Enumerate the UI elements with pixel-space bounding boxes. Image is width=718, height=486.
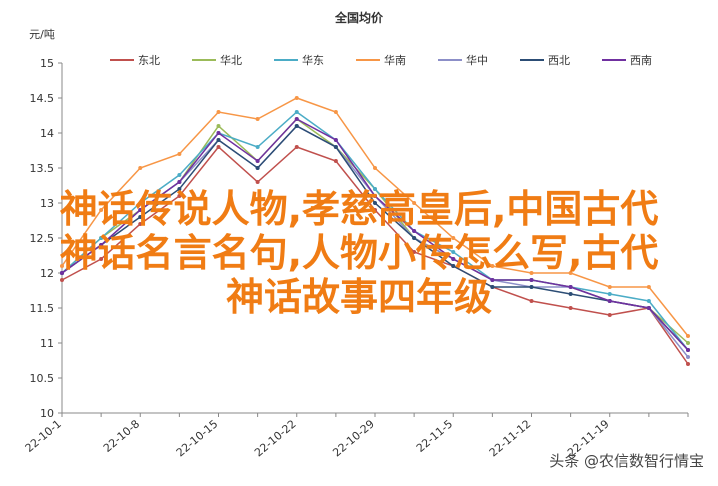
- legend-label: 华东: [302, 53, 324, 67]
- point: [60, 278, 64, 282]
- point: [373, 166, 377, 170]
- legend-label: 东北: [138, 54, 160, 67]
- point: [373, 201, 377, 205]
- point: [568, 285, 573, 289]
- y-axis-label: 元/吨: [29, 28, 55, 41]
- point: [529, 271, 534, 275]
- point: [412, 229, 417, 233]
- point: [529, 278, 534, 282]
- overlay-text: 神话传说人物,孝慈高皇后,中国古代: [60, 187, 659, 231]
- point: [490, 285, 495, 289]
- y-tick-label: 13: [40, 197, 54, 210]
- point: [216, 145, 221, 149]
- point: [451, 257, 456, 261]
- point: [255, 166, 260, 170]
- point: [216, 124, 221, 128]
- point: [333, 138, 338, 142]
- point: [177, 187, 182, 191]
- point: [333, 145, 338, 149]
- y-tick-label: 11.5: [30, 302, 55, 315]
- point: [646, 306, 651, 310]
- point: [255, 145, 260, 149]
- point: [177, 152, 182, 156]
- point: [529, 299, 534, 303]
- point: [412, 201, 417, 205]
- point: [138, 215, 143, 219]
- point: [686, 362, 690, 366]
- point: [686, 334, 690, 338]
- point: [294, 145, 299, 149]
- point: [686, 341, 690, 345]
- point: [607, 292, 612, 296]
- point: [138, 201, 143, 205]
- point: [255, 159, 260, 163]
- y-tick-label: 12: [40, 267, 54, 280]
- watermark: 头条 @农信数智行情宝: [549, 452, 704, 470]
- y-tick-label: 11: [40, 337, 54, 350]
- legend-label: 西北: [548, 54, 570, 67]
- point: [607, 299, 612, 303]
- point: [216, 110, 221, 114]
- point: [294, 110, 299, 114]
- point: [255, 117, 260, 121]
- y-tick-label: 14: [40, 127, 54, 140]
- legend-label: 华中: [466, 53, 488, 67]
- chart-title: 全国均价: [334, 10, 384, 25]
- point: [177, 180, 182, 184]
- point: [138, 166, 143, 170]
- point: [216, 131, 221, 135]
- point: [686, 348, 690, 352]
- point: [216, 138, 221, 142]
- overlay-text: 神话名言名句,人物小传怎么写,古代: [60, 231, 659, 275]
- point: [568, 271, 573, 275]
- point: [529, 285, 534, 289]
- point: [60, 264, 64, 268]
- y-tick-label: 13.5: [30, 162, 55, 175]
- point: [177, 173, 182, 177]
- point: [568, 306, 573, 310]
- point: [294, 117, 299, 121]
- point: [451, 264, 456, 268]
- point: [99, 236, 104, 240]
- legend-label: 华北: [220, 53, 242, 67]
- point: [138, 208, 143, 212]
- legend-label: 西南: [630, 54, 652, 67]
- point: [99, 257, 104, 261]
- y-tick-label: 14.5: [30, 92, 55, 105]
- overlay-text: 神话故事四年级: [226, 275, 492, 319]
- point: [373, 187, 377, 191]
- point: [607, 313, 612, 317]
- point: [373, 194, 377, 198]
- point: [686, 355, 690, 359]
- y-tick-label: 10.5: [30, 372, 55, 385]
- point: [333, 110, 338, 114]
- point: [412, 236, 417, 240]
- point: [412, 250, 417, 254]
- y-tick-label: 12.5: [30, 232, 55, 245]
- point: [294, 96, 299, 100]
- point: [451, 236, 456, 240]
- point: [177, 194, 182, 198]
- point: [99, 208, 104, 212]
- point: [60, 271, 64, 275]
- point: [294, 124, 299, 128]
- point: [373, 208, 377, 212]
- point: [490, 264, 495, 268]
- y-tick-label: 15: [40, 57, 54, 70]
- point: [333, 159, 338, 163]
- point: [568, 292, 573, 296]
- point: [451, 250, 456, 254]
- y-tick-label: 10: [40, 407, 54, 420]
- point: [646, 285, 651, 289]
- point: [490, 278, 495, 282]
- point: [255, 180, 260, 184]
- point: [99, 243, 104, 247]
- point: [138, 222, 143, 226]
- legend-label: 华南: [384, 53, 406, 67]
- point: [607, 285, 612, 289]
- point: [646, 299, 651, 303]
